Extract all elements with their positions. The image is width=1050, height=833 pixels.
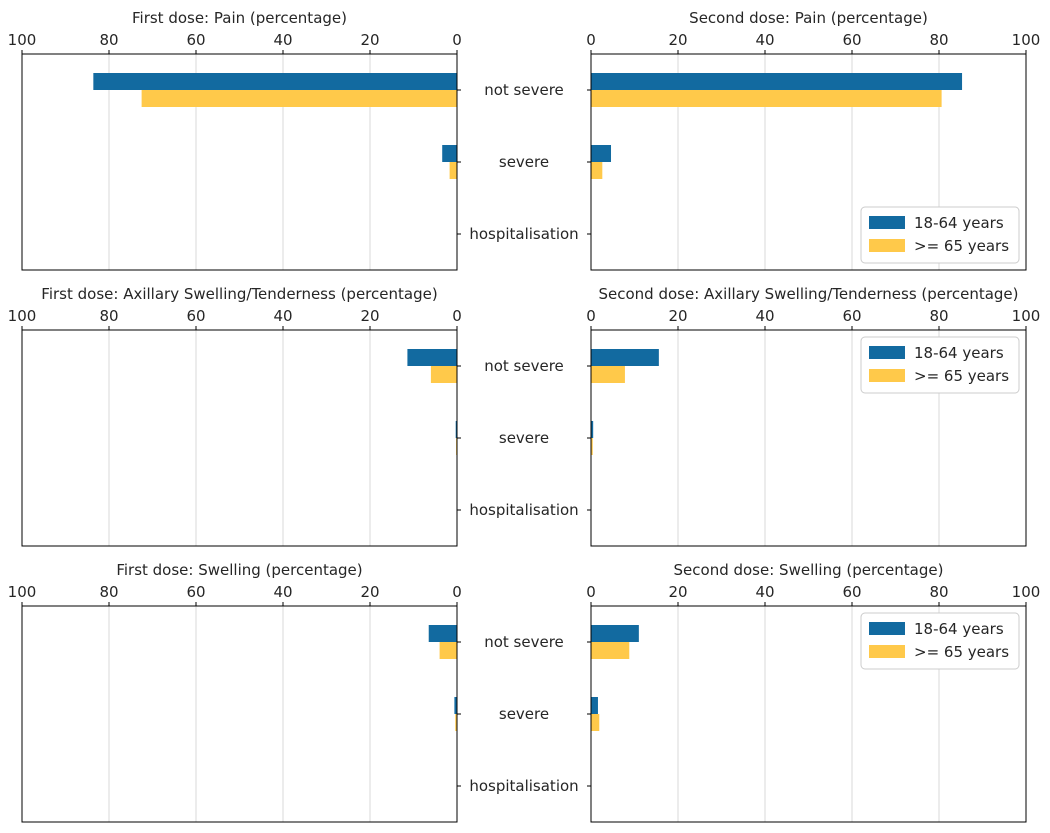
panel-title: First dose: Swelling (percentage) <box>116 561 362 579</box>
legend-label: >= 65 years <box>914 237 1009 255</box>
bar-series-b-severe <box>591 162 603 179</box>
panel-title: Second dose: Pain (percentage) <box>689 9 928 27</box>
x-tick-label: 0 <box>586 583 596 601</box>
x-tick-label: 100 <box>1012 31 1041 49</box>
x-tick-label: 80 <box>99 307 118 325</box>
legend-label: 18-64 years <box>914 620 1004 638</box>
panel-2: 0 20 40 60 80 100 not severe severe hospitalisat… <box>469 9 1041 271</box>
x-tick-label: 80 <box>929 307 948 325</box>
bar-series-b-not-severe <box>591 366 625 383</box>
x-tick-label: 0 <box>452 307 462 325</box>
x-tick-label: 40 <box>755 31 774 49</box>
category-label: not severe <box>484 633 564 651</box>
panel-title: Second dose: Axillary Swelling/Tendernes… <box>598 285 1018 303</box>
legend-swatch <box>869 216 905 229</box>
bar-series-b-severe <box>591 438 593 455</box>
x-tick-label: 20 <box>360 307 379 325</box>
x-tick-label: 60 <box>842 307 861 325</box>
x-tick-label: 40 <box>273 31 292 49</box>
panel-5: 100 80 60 40 20 0 First dose: Swelling (percen… <box>8 561 462 823</box>
x-tick-label: 60 <box>842 31 861 49</box>
x-tick-label: 20 <box>360 583 379 601</box>
axes-frame <box>21 329 458 547</box>
x-tick-label: 20 <box>360 31 379 49</box>
category-label: not severe <box>484 357 564 375</box>
legend-swatch <box>869 645 905 658</box>
bar-series-b-not-severe <box>591 642 630 659</box>
x-tick-label: 20 <box>668 583 687 601</box>
category-label: hospitalisation <box>469 501 578 519</box>
x-tick-label: 20 <box>668 31 687 49</box>
bar-series-a-not-severe <box>407 349 457 366</box>
category-label: severe <box>499 153 549 171</box>
bar-series-b-severe <box>455 714 457 731</box>
legend: 18-64 years >= 65 years <box>860 336 1020 394</box>
panel-4: 0 20 40 60 80 100 not severe severe hospitalisat… <box>469 285 1041 547</box>
legend: 18-64 years >= 65 years <box>860 206 1020 264</box>
panel-6: 0 20 40 60 80 100 not severe severe hospitalisat… <box>469 561 1041 823</box>
category-label: hospitalisation <box>469 225 578 243</box>
bar-series-b-severe <box>591 714 600 731</box>
bar-series-a-severe <box>591 145 612 162</box>
x-tick-label: 60 <box>186 307 205 325</box>
bar-series-a-severe <box>455 421 457 438</box>
x-tick-label: 20 <box>668 307 687 325</box>
bar-series-b-not-severe <box>430 366 457 383</box>
bar-series-b-not-severe <box>141 90 457 107</box>
panel-3: 100 80 60 40 20 0 First dose: Axillary Swellin… <box>8 285 462 547</box>
bar-series-a-not-severe <box>591 73 963 90</box>
legend-swatch <box>869 346 905 359</box>
panel-title: Second dose: Swelling (percentage) <box>674 561 944 579</box>
panel-title: First dose: Pain (percentage) <box>132 9 347 27</box>
panel-1: 100 80 60 40 20 0 First dose: Pain (percentage… <box>8 9 462 271</box>
bar-series-b-not-severe <box>591 90 942 107</box>
x-tick-label: 80 <box>99 583 118 601</box>
legend-label: >= 65 years <box>914 643 1009 661</box>
x-tick-label: 0 <box>452 583 462 601</box>
x-tick-label: 0 <box>586 31 596 49</box>
x-tick-label: 100 <box>1012 307 1041 325</box>
legend: 18-64 years >= 65 years <box>860 612 1020 670</box>
x-tick-label: 80 <box>929 31 948 49</box>
x-tick-label: 60 <box>186 31 205 49</box>
x-tick-label: 40 <box>755 307 774 325</box>
x-tick-label: 40 <box>273 307 292 325</box>
category-label: severe <box>499 705 549 723</box>
bar-series-a-severe <box>591 421 594 438</box>
bar-series-a-severe <box>591 697 598 714</box>
bar-series-a-severe <box>442 145 457 162</box>
bar-series-a-not-severe <box>591 349 659 366</box>
bar-series-a-not-severe <box>591 625 639 642</box>
category-label: not severe <box>484 81 564 99</box>
legend-label: >= 65 years <box>914 367 1009 385</box>
bar-series-b-not-severe <box>439 642 457 659</box>
legend-swatch <box>869 369 905 382</box>
legend-label: 18-64 years <box>914 344 1004 362</box>
x-tick-label: 40 <box>755 583 774 601</box>
x-tick-label: 60 <box>842 583 861 601</box>
x-tick-label: 100 <box>8 307 37 325</box>
x-tick-label: 0 <box>586 307 596 325</box>
bar-series-a-not-severe <box>93 73 457 90</box>
bar-series-a-severe <box>454 697 457 714</box>
bar-series-a-not-severe <box>428 625 457 642</box>
legend-swatch <box>869 622 905 635</box>
x-tick-label: 40 <box>273 583 292 601</box>
legend-label: 18-64 years <box>914 214 1004 232</box>
axes-frame <box>21 605 458 823</box>
x-tick-label: 80 <box>929 583 948 601</box>
bar-series-b-severe <box>449 162 457 179</box>
x-tick-label: 100 <box>8 31 37 49</box>
x-tick-label: 100 <box>1012 583 1041 601</box>
x-tick-label: 100 <box>8 583 37 601</box>
x-tick-label: 60 <box>186 583 205 601</box>
category-label: severe <box>499 429 549 447</box>
category-label: hospitalisation <box>469 777 578 795</box>
x-tick-label: 0 <box>452 31 462 49</box>
legend-swatch <box>869 239 905 252</box>
panel-title: First dose: Axillary Swelling/Tenderness… <box>41 285 437 303</box>
x-tick-label: 80 <box>99 31 118 49</box>
